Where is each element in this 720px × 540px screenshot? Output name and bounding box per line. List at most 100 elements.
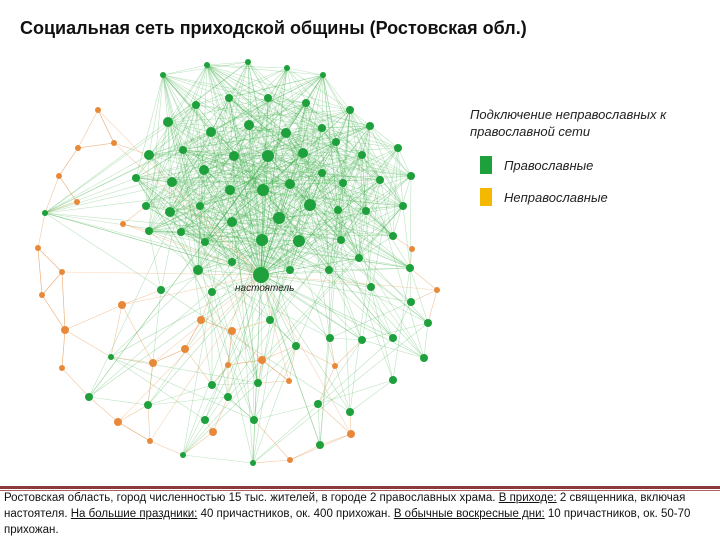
network-edge (41, 294, 66, 331)
orthodox-node (318, 124, 326, 132)
network-edge (147, 362, 154, 406)
network-edge (267, 147, 399, 157)
network-edge (305, 102, 351, 111)
network-edge (203, 169, 206, 243)
network-edge (233, 141, 337, 157)
network-edge (233, 155, 263, 241)
network-edge (37, 212, 46, 249)
network-edge (278, 154, 363, 219)
network-edge (231, 182, 344, 223)
network-edge (206, 64, 381, 181)
network-edge (278, 127, 323, 219)
network-edge (329, 337, 363, 341)
network-edge (162, 74, 230, 99)
network-edge (319, 209, 339, 446)
network-edge (289, 147, 399, 271)
network-edge (199, 155, 269, 207)
network-edge (145, 189, 264, 207)
network-edge (267, 155, 344, 184)
network-edge (267, 97, 291, 185)
orthodox-node (304, 199, 316, 211)
network-edge (162, 61, 249, 76)
network-edge (162, 74, 169, 123)
non-orthodox-node (120, 221, 126, 227)
network-edge (358, 235, 394, 259)
network-edge (262, 189, 429, 324)
network-edge (204, 239, 263, 243)
network-edge (197, 269, 262, 276)
network-edge (197, 261, 233, 271)
network-edge (180, 231, 372, 288)
network-edge (358, 154, 363, 259)
network-edge (228, 97, 304, 154)
network-edge (44, 212, 411, 269)
network-edge (340, 109, 351, 241)
network-edge (197, 205, 201, 271)
network-edge (204, 152, 304, 243)
network-edge (44, 201, 78, 214)
network-edge (162, 74, 184, 151)
network-edge (135, 177, 231, 191)
network-edge (169, 211, 199, 271)
orthodox-node (358, 151, 366, 159)
network-edge (167, 97, 269, 123)
network-edge (260, 274, 352, 435)
network-edge (171, 102, 307, 183)
network-edge (148, 230, 411, 269)
network-edge (182, 149, 199, 271)
network-edge (167, 121, 323, 174)
network-edge (148, 131, 212, 156)
network-edge (233, 155, 291, 185)
network-edge (167, 121, 287, 134)
network-edge (262, 97, 269, 191)
network-edge (340, 210, 367, 241)
network-edge (228, 97, 297, 347)
network-edge (278, 217, 360, 259)
network-edge (199, 183, 291, 207)
network-edge (122, 223, 150, 232)
network-edge (210, 131, 304, 154)
network-edge (195, 74, 324, 106)
network-edge (337, 209, 394, 237)
network-edge (267, 97, 304, 154)
caption-text-3: 40 причастников, ок. 400 прихожан. (197, 508, 394, 520)
network-edge (180, 155, 269, 233)
network-edge (41, 271, 63, 296)
network-edge (261, 359, 290, 382)
footer-divider (0, 486, 720, 489)
network-edge (267, 127, 323, 157)
network-edge (337, 125, 371, 211)
network-edge (262, 189, 367, 212)
network-edge (227, 205, 404, 398)
network-edge (358, 179, 381, 259)
network-edge (199, 205, 291, 271)
network-edge (342, 154, 363, 184)
orthodox-node (389, 232, 397, 240)
network-edge (182, 149, 262, 276)
orthodox-node (262, 150, 274, 162)
network-edge (321, 127, 411, 269)
network-edge (167, 121, 291, 185)
network-edge (162, 74, 269, 157)
network-edge (210, 74, 324, 133)
network-edge (148, 230, 262, 276)
network-edge (169, 154, 363, 213)
network-edge (397, 147, 404, 207)
network-edge (289, 269, 363, 341)
network-edge (229, 189, 411, 269)
network-edge (305, 102, 323, 174)
network-edge (262, 189, 291, 271)
network-edge (261, 239, 330, 271)
network-edge (148, 205, 201, 232)
network-edge (199, 169, 205, 207)
network-edge (180, 189, 264, 233)
orthodox-node (208, 288, 216, 296)
non-orthodox-node (209, 428, 217, 436)
network-edge (247, 61, 344, 184)
caption-heading-sundays: В обычные воскресные дни: (393, 508, 545, 520)
network-edge (321, 172, 330, 271)
network-edge (229, 152, 304, 191)
network-edge (342, 109, 351, 184)
network-edge (147, 384, 213, 406)
legend-swatch-orthodox (480, 156, 492, 174)
